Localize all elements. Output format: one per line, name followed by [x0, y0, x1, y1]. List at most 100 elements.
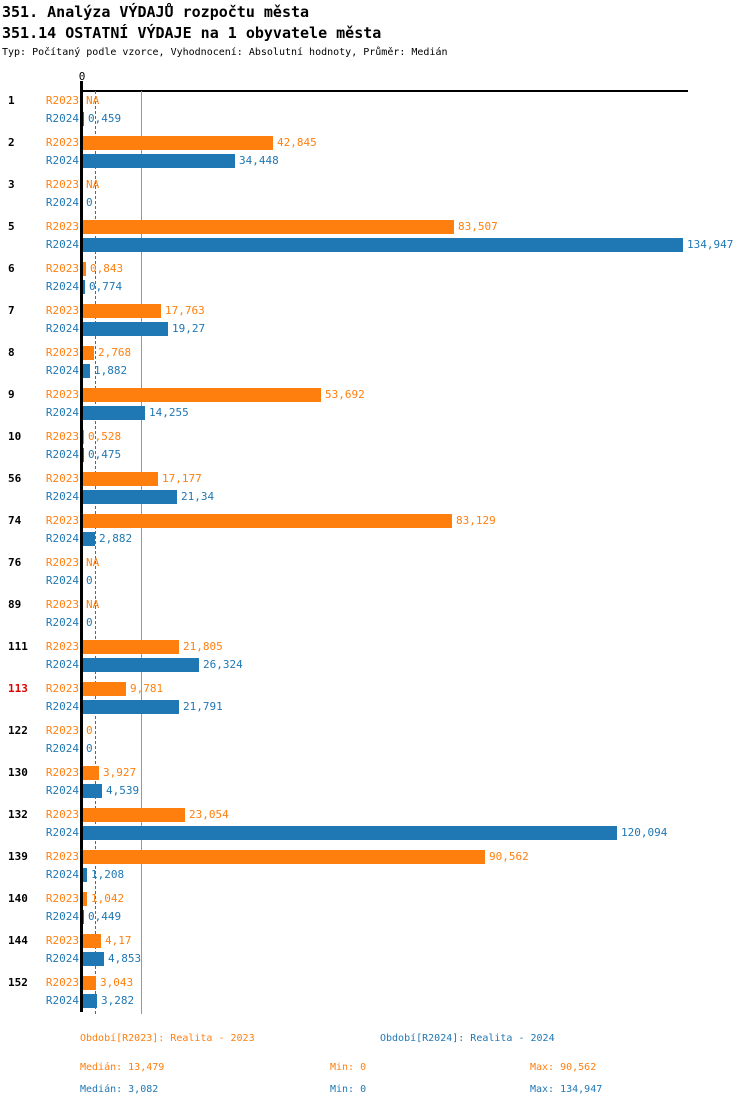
series-label-r2023: R2023 — [45, 808, 79, 821]
bar-r2024 — [82, 154, 235, 168]
category-label: 7 — [8, 304, 15, 317]
category-label: 56 — [8, 472, 22, 485]
bar-value-label: NA — [86, 556, 100, 569]
bar-r2023 — [82, 472, 158, 486]
bar-value-label: NA — [86, 178, 100, 191]
series-label-r2023: R2023 — [45, 934, 79, 947]
chart-title: 351. Analýza VÝDAJŮ rozpočtu města — [2, 3, 310, 21]
bar-r2023 — [82, 430, 84, 444]
bar-value-label: 42,845 — [277, 136, 317, 149]
bar-r2024 — [82, 490, 177, 504]
bar-r2024 — [82, 826, 617, 840]
series-label-r2024: R2024 — [45, 448, 79, 461]
category-label: 6 — [8, 262, 15, 275]
bar-value-label: NA — [86, 598, 100, 611]
category-label: 111 — [8, 640, 28, 653]
bar-value-label: 4,539 — [106, 784, 140, 797]
series-label-r2024: R2024 — [45, 868, 79, 881]
bar-value-label: 21,791 — [183, 700, 223, 713]
series-label-r2024: R2024 — [45, 322, 79, 335]
bar-value-label: 0,774 — [89, 280, 123, 293]
bar-r2024 — [82, 322, 168, 336]
series-label-r2024: R2024 — [45, 280, 79, 293]
bar-r2023 — [82, 808, 185, 822]
bar-r2024 — [82, 952, 104, 966]
series-label-r2023: R2023 — [45, 724, 79, 737]
series-label-r2024: R2024 — [45, 616, 79, 629]
bar-value-label: 26,324 — [203, 658, 243, 671]
series-label-r2024: R2024 — [45, 112, 79, 125]
bar-value-label: 3,043 — [100, 976, 134, 989]
bar-value-label: 4,853 — [108, 952, 142, 965]
bar-value-label: 0 — [86, 196, 93, 209]
series-label-r2023: R2023 — [45, 94, 79, 107]
bar-r2024 — [82, 868, 87, 882]
chart-meta: Typ: Počítaný podle vzorce, Vyhodnocení:… — [2, 47, 448, 58]
bar-r2023 — [82, 850, 485, 864]
bar-value-label: 19,27 — [172, 322, 206, 335]
bar-r2024 — [82, 910, 84, 924]
bar-r2023 — [82, 262, 86, 276]
category-label: 144 — [8, 934, 28, 947]
bar-r2023 — [82, 136, 273, 150]
series-label-r2023: R2023 — [45, 892, 79, 905]
series-label-r2024: R2024 — [45, 406, 79, 419]
bar-value-label: 2,882 — [99, 532, 133, 545]
bar-value-label: 17,177 — [162, 472, 202, 485]
bar-r2023 — [82, 766, 99, 780]
bar-value-label: NA — [86, 94, 100, 107]
bar-value-label: 120,094 — [621, 826, 668, 839]
series-label-r2024: R2024 — [45, 784, 79, 797]
bar-r2023 — [82, 346, 94, 360]
category-label: 89 — [8, 598, 22, 611]
bar-r2023 — [82, 640, 179, 654]
series-label-r2023: R2023 — [45, 514, 79, 527]
bar-value-label: 53,692 — [325, 388, 365, 401]
bar-r2024 — [82, 532, 95, 546]
category-label: 10 — [8, 430, 22, 443]
bar-r2023 — [82, 304, 161, 318]
bar-value-label: 0,528 — [88, 430, 122, 443]
category-label: 74 — [8, 514, 22, 527]
bar-r2023 — [82, 934, 101, 948]
series-label-r2023: R2023 — [45, 346, 79, 359]
series-label-r2023: R2023 — [45, 766, 79, 779]
series-label-r2023: R2023 — [45, 682, 79, 695]
bar-r2023 — [82, 892, 87, 906]
category-label: 1 — [8, 94, 15, 107]
bar-r2024 — [82, 406, 145, 420]
bar-r2024 — [82, 784, 102, 798]
series-label-r2023: R2023 — [45, 640, 79, 653]
series-label-r2024: R2024 — [45, 826, 79, 839]
bar-value-label: 3,282 — [101, 994, 135, 1007]
bar-value-label: 9,781 — [130, 682, 164, 695]
bar-r2024 — [82, 238, 683, 252]
bar-value-label: 14,255 — [149, 406, 189, 419]
bar-value-label: 83,507 — [458, 220, 498, 233]
bar-r2024 — [82, 364, 90, 378]
series-label-r2024: R2024 — [45, 658, 79, 671]
series-label-r2024: R2024 — [45, 532, 79, 545]
bar-value-label: 0 — [86, 616, 93, 629]
series-label-r2024: R2024 — [45, 742, 79, 755]
category-label: 140 — [8, 892, 28, 905]
bar-r2024 — [82, 700, 179, 714]
median-line-2024 — [94, 91, 96, 1014]
series-label-r2024: R2024 — [45, 154, 79, 167]
series-label-r2024: R2024 — [45, 490, 79, 503]
bar-value-label: 0,843 — [90, 262, 124, 275]
stat-min-2024: Min: 0 — [330, 1084, 367, 1095]
stat-median-2023: Medián: 13,479 — [80, 1062, 165, 1073]
bar-r2023 — [82, 976, 96, 990]
bar-value-label: 1,882 — [94, 364, 128, 377]
category-label: 122 — [8, 724, 28, 737]
bar-r2024 — [82, 112, 84, 126]
bar-value-label: 3,927 — [103, 766, 137, 779]
stat-max-2023: Max: 90,562 — [530, 1062, 597, 1073]
bar-value-label: 34,448 — [239, 154, 279, 167]
bar-r2024 — [82, 280, 85, 294]
bar-value-label: 0 — [86, 574, 93, 587]
bar-value-label: 21,805 — [183, 640, 223, 653]
bar-value-label: 83,129 — [456, 514, 496, 527]
bar-value-label: 0,475 — [88, 448, 122, 461]
